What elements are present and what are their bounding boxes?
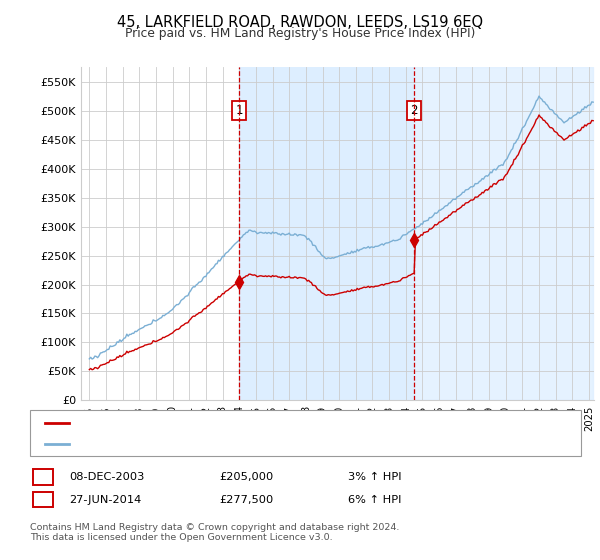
Text: 45, LARKFIELD ROAD, RAWDON, LEEDS, LS19 6EQ: 45, LARKFIELD ROAD, RAWDON, LEEDS, LS19 … bbox=[117, 15, 483, 30]
Text: £205,000: £205,000 bbox=[219, 472, 273, 482]
Text: 1: 1 bbox=[235, 104, 243, 117]
Text: 2: 2 bbox=[40, 493, 47, 506]
Text: 1: 1 bbox=[40, 470, 47, 484]
Text: 2: 2 bbox=[410, 104, 418, 117]
Text: 08-DEC-2003: 08-DEC-2003 bbox=[69, 472, 145, 482]
Text: 27-JUN-2014: 27-JUN-2014 bbox=[69, 494, 141, 505]
Text: £277,500: £277,500 bbox=[219, 494, 273, 505]
Text: Price paid vs. HM Land Registry's House Price Index (HPI): Price paid vs. HM Land Registry's House … bbox=[125, 27, 475, 40]
Text: 6% ↑ HPI: 6% ↑ HPI bbox=[348, 494, 401, 505]
Text: HPI: Average price, detached house, Leeds: HPI: Average price, detached house, Leed… bbox=[73, 439, 296, 449]
Text: Contains HM Land Registry data © Crown copyright and database right 2024.
This d: Contains HM Land Registry data © Crown c… bbox=[30, 523, 400, 543]
Text: 45, LARKFIELD ROAD, RAWDON, LEEDS, LS19 6EQ (detached house): 45, LARKFIELD ROAD, RAWDON, LEEDS, LS19 … bbox=[73, 418, 428, 428]
Text: 3% ↑ HPI: 3% ↑ HPI bbox=[348, 472, 401, 482]
